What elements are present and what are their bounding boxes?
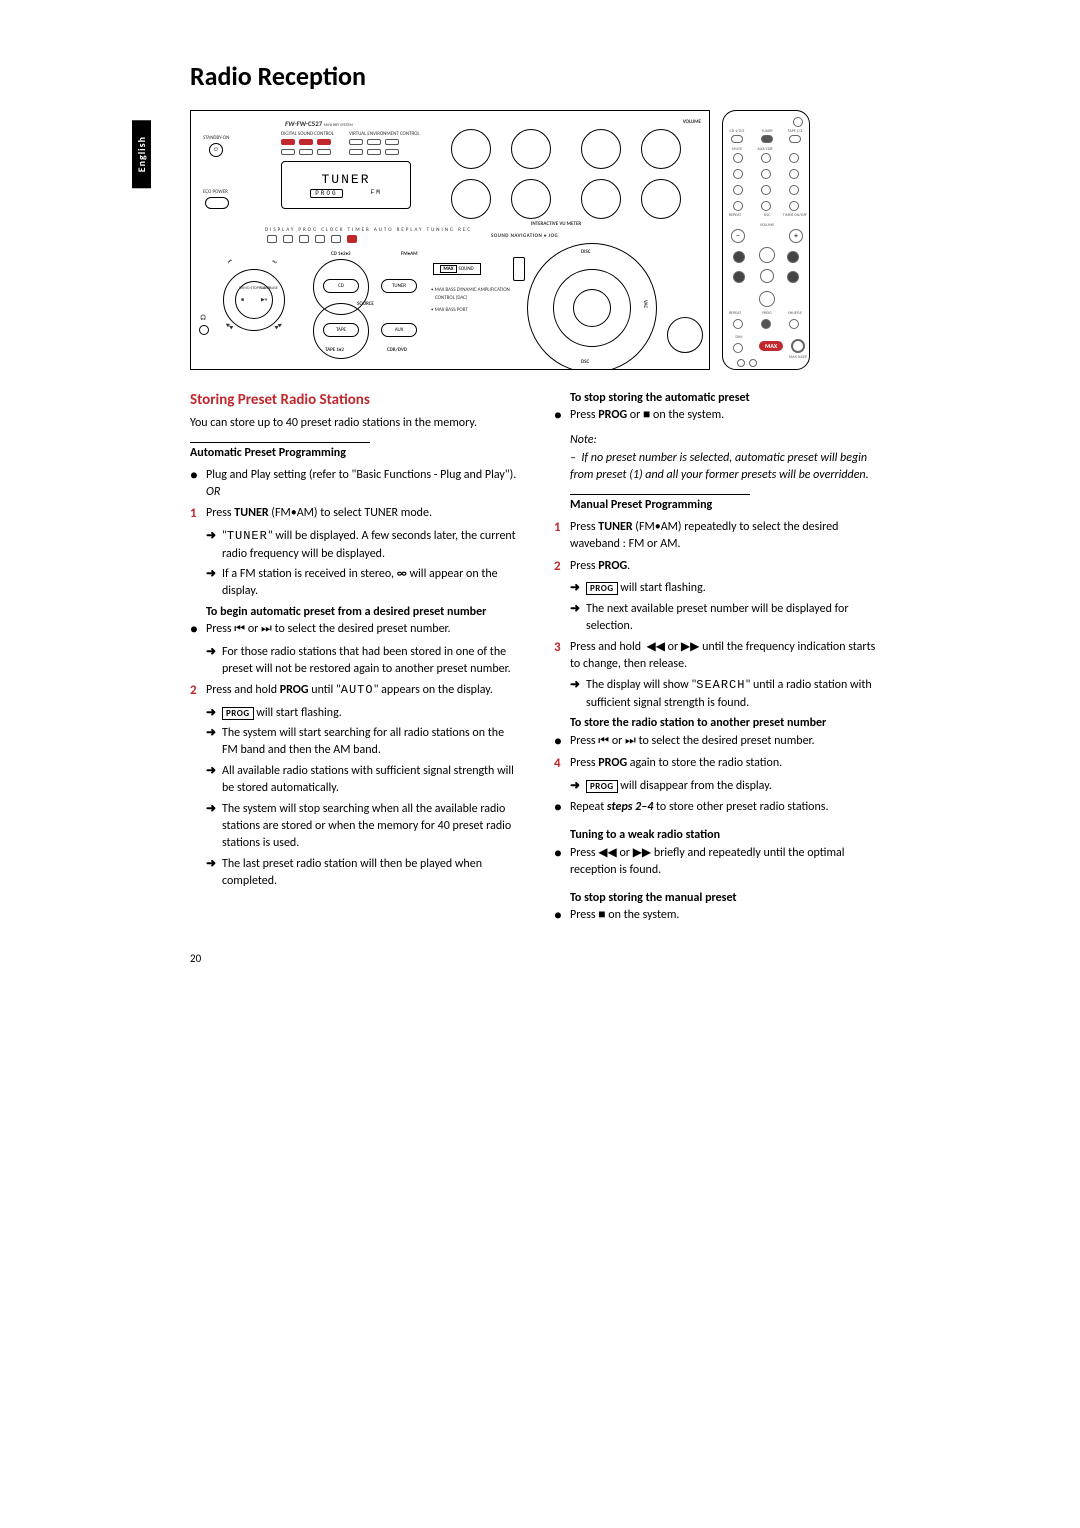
manual-step-1: 1 Press TUNER (FM•AM) repeatedly to sele… bbox=[554, 519, 884, 554]
step-1-result-2: ➜ If a FM station is received in stereo,… bbox=[206, 566, 520, 601]
standby-button: ⏻ bbox=[209, 143, 223, 157]
stop-icon: ■ bbox=[598, 908, 605, 922]
left-column: Storing Preset Radio Stations You can st… bbox=[190, 390, 520, 930]
bullet-select-preset: ● Press ⏮ or ⏭ to select the desired pre… bbox=[190, 621, 520, 640]
eco-label: ECO POWER bbox=[203, 189, 228, 195]
volume-knob bbox=[667, 317, 703, 353]
step-1: 1 Press TUNER (FM•AM) to select TUNER mo… bbox=[190, 505, 520, 524]
stop-auto-head: To stop storing the automatic preset bbox=[570, 390, 884, 407]
weak-bullet: ● Press ◀◀ or ▶▶ briefly and repeatedly … bbox=[554, 845, 884, 880]
standby-label: STANDBY-ON bbox=[203, 135, 229, 141]
lcd-text: TUNER bbox=[321, 172, 370, 187]
inc-dec bbox=[513, 257, 525, 281]
rew-icon: ◀◀ bbox=[598, 846, 616, 860]
body-columns: Storing Preset Radio Stations You can st… bbox=[190, 390, 920, 930]
headphone-jack bbox=[199, 325, 209, 335]
language-tab: English bbox=[132, 120, 151, 188]
power-icon bbox=[793, 117, 803, 127]
aux-button: AUX bbox=[381, 323, 417, 337]
weak-head: Tuning to a weak radio station bbox=[570, 827, 884, 844]
begin-auto-head: To begin automatic preset from a desired… bbox=[206, 604, 520, 621]
right-column: To stop storing the automatic preset ● P… bbox=[554, 390, 884, 930]
tuner-button: TUNER bbox=[381, 279, 417, 293]
nav-label: SOUND NAVIGATION • JOG bbox=[491, 233, 558, 239]
step-2-result-4: ➜ The system will stop searching when al… bbox=[206, 801, 520, 853]
next-icon: ⏭ bbox=[261, 622, 272, 636]
stop-manual-bullet: ● Press ■ on the system. bbox=[554, 907, 884, 926]
dsc-label: DIGITAL SOUND CONTROL bbox=[281, 131, 334, 137]
store-bullet: ● Press ⏮ or ⏭ to select the desired pre… bbox=[554, 733, 884, 752]
eco-button bbox=[205, 197, 229, 209]
page-root: English Radio Reception FW-FW-C527 MINI … bbox=[160, 60, 920, 965]
max-button: MAX bbox=[759, 341, 783, 351]
next-icon: ⏭ bbox=[625, 734, 636, 748]
volume-label: VOLUME bbox=[683, 119, 701, 125]
lower-cluster: ⏮ ⏭ ◀◀ ▶▶ DEMO STOP CLEAR PLAY PAUSE ■ ▶… bbox=[197, 251, 705, 366]
manual-3-result: ➜ The display will show "SEARCH" until a… bbox=[570, 677, 884, 712]
auto-preset-head: Automatic Preset Programming bbox=[190, 445, 520, 462]
lcd-prog: PROG bbox=[310, 189, 342, 198]
manual-2-result-1: ➜ PROG will start flashing. bbox=[570, 580, 884, 597]
prev-icon: ⏮ bbox=[598, 734, 609, 748]
stop-manual-head: To stop storing the manual preset bbox=[570, 890, 884, 907]
section-title-storing: Storing Preset Radio Stations bbox=[190, 390, 520, 412]
manual-step-3: 3 Press and hold ◀◀ or ▶▶ until the freq… bbox=[554, 639, 884, 674]
remote-diagram: CD 1/2/3 TUNER TAPE 1/2 MUTE AUX/CDR REP… bbox=[722, 110, 810, 370]
manual-4-result: ➜ PROG will disappear from the display. bbox=[570, 778, 884, 795]
divider bbox=[570, 494, 750, 495]
step-1-result-1: ➜ "TUNER" will be displayed. A few secon… bbox=[206, 528, 520, 563]
step-2-result-2: ➜ The system will start searching for al… bbox=[206, 725, 520, 760]
vu-area: INTERACTIVE VU METER bbox=[431, 125, 701, 225]
manual-2-result-2: ➜ The next available preset number will … bbox=[570, 601, 884, 636]
lcd-display: TUNER PROG FM bbox=[281, 161, 411, 209]
bullet-select-result: ➜ For those radio stations that had been… bbox=[206, 644, 520, 679]
divider bbox=[190, 442, 370, 443]
intro-text: You can store up to 40 preset radio stat… bbox=[190, 415, 520, 432]
diagram-row: FW-FW-C527 MINI HIFI SYSTEM STANDBY-ON ⏻… bbox=[190, 110, 920, 370]
rew-icon: ◀◀ bbox=[646, 640, 664, 654]
hifi-diagram: FW-FW-C527 MINI HIFI SYSTEM STANDBY-ON ⏻… bbox=[190, 110, 710, 370]
store-head: To store the radio station to another pr… bbox=[570, 715, 884, 732]
step-2-result-1: ➜ PROG will start flashing. bbox=[206, 705, 520, 722]
ff-icon: ▶▶ bbox=[633, 846, 651, 860]
manual-step-4: 4 Press PROG again to store the radio st… bbox=[554, 755, 884, 774]
step-2-result-3: ➜ All available radio stations with suff… bbox=[206, 763, 520, 798]
manual-preset-head: Manual Preset Programming bbox=[570, 497, 884, 514]
stereo-icon: ∞ bbox=[397, 567, 407, 581]
row-labels: DISPLAY PROG CLOCK TIMER AUTO REPLAY TUN… bbox=[265, 227, 472, 233]
page-title: Radio Reception bbox=[190, 60, 920, 92]
lcd-fm: FM bbox=[371, 189, 382, 198]
repeat-bullet: ● Repeat steps 2–4 to store other preset… bbox=[554, 799, 884, 818]
tape-button: TAPE bbox=[323, 323, 359, 337]
prev-icon: ⏮ bbox=[234, 622, 245, 636]
stop-auto-bullet: ● Press PROG or ■ on the system. bbox=[554, 407, 884, 426]
ff-icon: ▶▶ bbox=[681, 640, 699, 654]
bullet-plug-play: ● Plug and Play setting (refer to "Basic… bbox=[190, 467, 520, 502]
page-number: 20 bbox=[190, 952, 920, 965]
vec-label: VIRTUAL ENVIRONMENT CONTROL bbox=[349, 131, 420, 137]
max-sound-label: MAXSOUND bbox=[433, 263, 481, 275]
step-2: 2 Press and hold PROG until "AUTO" appea… bbox=[190, 682, 520, 701]
step-2-result-5: ➜ The last preset radio station will the… bbox=[206, 856, 520, 891]
note-block: Note: – If no preset number is selected,… bbox=[570, 432, 884, 484]
model-label: FW-FW-C527 MINI HIFI SYSTEM bbox=[285, 119, 353, 128]
manual-step-2: 2 Press PROG. bbox=[554, 558, 884, 577]
cd-button: CD bbox=[323, 279, 359, 293]
